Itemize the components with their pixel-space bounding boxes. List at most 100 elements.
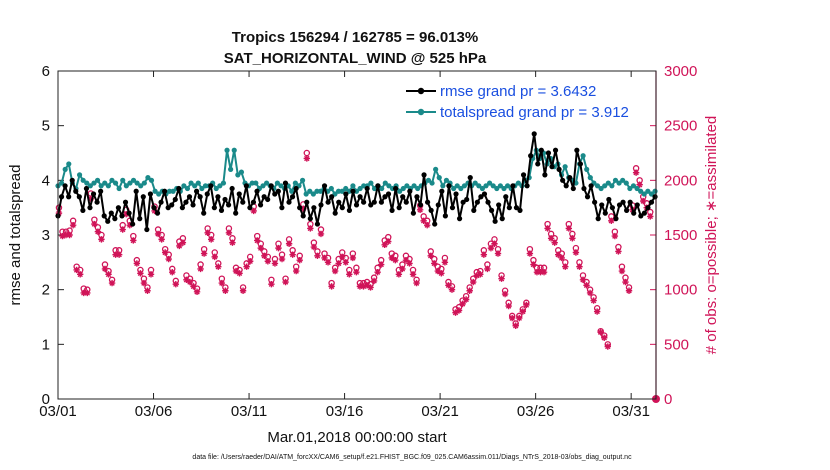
obs-assimilated-marker [243,263,250,270]
obs-assimilated-marker [112,251,119,258]
legend-label-totalspread: totalspread grand pr = 3.912 [440,104,629,121]
series-point-totalspread [231,147,237,153]
series-point-rmse [460,199,466,205]
obs-assimilated-marker [431,260,438,267]
series-point-totalspread [515,180,521,186]
obs-assimilated-marker [119,226,126,233]
series-point-rmse [272,191,278,197]
obs-assimilated-marker [339,253,346,261]
obs-assimilated-marker [597,329,604,336]
obs-assimilated-marker [211,253,218,261]
series-point-rmse [286,199,292,205]
obs-assimilated-marker [147,271,155,278]
series-point-rmse [407,188,413,194]
obs-assimilated-marker [590,297,597,304]
series-point-rmse [268,183,274,189]
obs-assimilated-marker [360,283,367,290]
series-point-rmse [225,202,232,208]
series-point-totalspread [303,191,309,197]
series-point-rmse [584,194,591,200]
series-point-rmse [456,216,463,222]
obs-assimilated-marker [268,281,275,288]
obs-assimilated-marker [239,287,247,294]
series-point-totalspread [400,185,406,192]
series-point-totalspread [188,180,194,186]
series-point-rmse [645,205,651,211]
series-point-totalspread [612,177,619,183]
obs-assimilated-marker [608,217,615,224]
x-tick-label: 03/01 [39,403,77,420]
series-point-rmse [417,202,424,208]
obs-assimilated-marker [254,237,261,244]
series-point-totalspread [404,183,410,189]
obs-assimilated-marker [551,239,558,246]
series-point-totalspread [472,180,478,186]
obs-assimilated-marker [62,231,70,239]
series-point-rmse [279,205,285,211]
series-point-rmse [467,175,473,181]
y-tick-label-right: 3000 [664,63,697,80]
series-point-totalspread [145,175,151,181]
obs-assimilated-marker [307,225,314,232]
obs-assimilated-marker [413,279,420,287]
chart-subtitle: SAT_HORIZONTAL_WIND @ 525 hPa [224,50,487,67]
series-point-totalspread [440,183,446,189]
obs-assimilated-marker [625,287,633,294]
series-point-totalspread [217,183,223,189]
obs-assimilated-marker [639,197,647,205]
series-point-totalspread [289,188,295,194]
x-tick-label: 03/11 [231,403,267,420]
obs-assimilated-marker [526,250,534,257]
obs-assimilated-marker [346,271,353,278]
series-point-rmse [496,202,502,208]
series-point-rmse [105,218,111,224]
series-point-totalspread [638,188,644,194]
series-point-rmse [382,194,388,200]
series-point-totalspread [102,180,108,186]
series-point-totalspread [598,185,604,192]
series-point-totalspread [94,177,101,183]
obs-assimilated-marker [409,271,417,278]
obs-assimilated-marker [225,229,233,237]
series-point-rmse [538,147,544,153]
series-point-rmse [634,202,640,208]
obs-assimilated-marker [438,270,445,277]
obs-assimilated-marker [462,296,470,303]
y-tick-label-right: 2500 [664,118,697,135]
obs-assimilated-marker [101,265,109,273]
x-axis: 03/01 03/06 03/11 03/16 03/21 03/26 03/31 [39,71,650,420]
obs-assimilated-marker [183,276,190,284]
series-point-rmse [151,205,157,211]
series-point-totalspread [501,185,507,192]
series-point-rmse [172,196,178,203]
obs-assimilated-marker [250,207,257,215]
obs-assimilated-marker [130,237,137,244]
series-point-rmse [595,216,601,222]
obs-assimilated-marker [123,211,130,218]
series-point-rmse [169,202,175,208]
obs-assimilated-marker [87,195,95,203]
series-point-rmse [424,199,431,205]
legend-marker-rmse [417,87,425,95]
y-axis-right-label: # of obs: o=possible; ∗=assimilated [703,116,720,355]
obs-assimilated-marker [385,238,392,245]
series-point-rmse [98,188,104,194]
series-point-rmse [90,191,97,197]
series-point-totalspread [109,177,115,183]
obs-assimilated-marker [459,300,466,308]
obs-assimilated-marker [501,290,509,298]
obs-assimilated-marker [381,241,388,249]
obs-assimilated-marker [473,272,480,279]
obs-assimilated-marker [186,278,194,286]
series-point-totalspread [202,183,209,189]
obs-assimilated-marker [448,286,456,293]
series-point-totalspread [152,188,158,194]
series-point-rmse [638,213,644,219]
series-point-rmse [215,194,221,200]
series-point-totalspread [454,183,460,189]
x-tick-label: 03/31 [612,403,650,420]
series-point-rmse [368,202,374,208]
series-point-rmse [229,185,235,192]
series-point-rmse [80,207,86,213]
series-point-rmse [428,207,434,213]
